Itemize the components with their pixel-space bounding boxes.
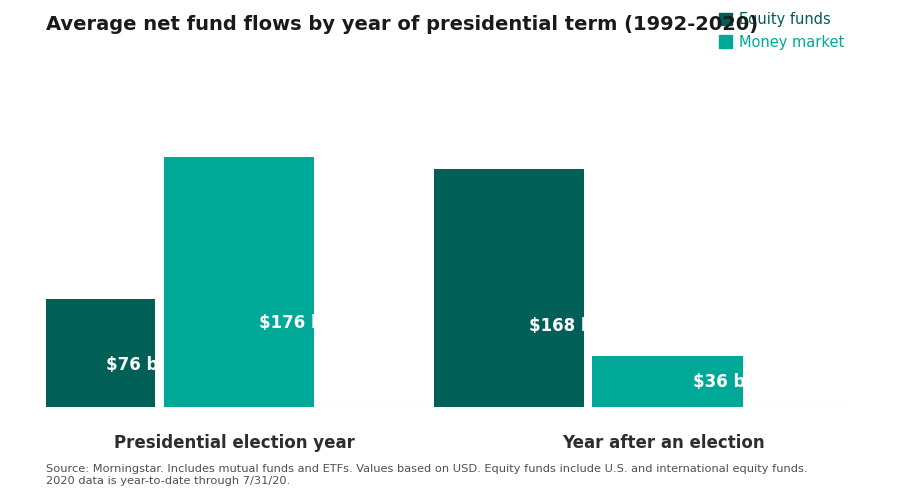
Bar bbox=[434, 169, 583, 407]
Text: $176 billion: $176 billion bbox=[259, 314, 368, 332]
Text: Average net fund flows by year of presidential term (1992-2020): Average net fund flows by year of presid… bbox=[46, 15, 758, 34]
Bar bbox=[5, 299, 155, 407]
Text: $76 billion: $76 billion bbox=[106, 357, 204, 374]
Text: Year after an election: Year after an election bbox=[562, 434, 765, 451]
Text: Presidential election year: Presidential election year bbox=[114, 434, 354, 451]
Text: $36 billion: $36 billion bbox=[693, 373, 791, 391]
Legend: Equity funds, Money market: Equity funds, Money market bbox=[719, 12, 845, 50]
Text: $168 billion: $168 billion bbox=[529, 317, 638, 335]
Bar bbox=[164, 157, 314, 407]
Text: Source: Morningstar. Includes mutual funds and ETFs. Values based on USD. Equity: Source: Morningstar. Includes mutual fun… bbox=[46, 464, 807, 486]
Bar bbox=[593, 356, 743, 407]
